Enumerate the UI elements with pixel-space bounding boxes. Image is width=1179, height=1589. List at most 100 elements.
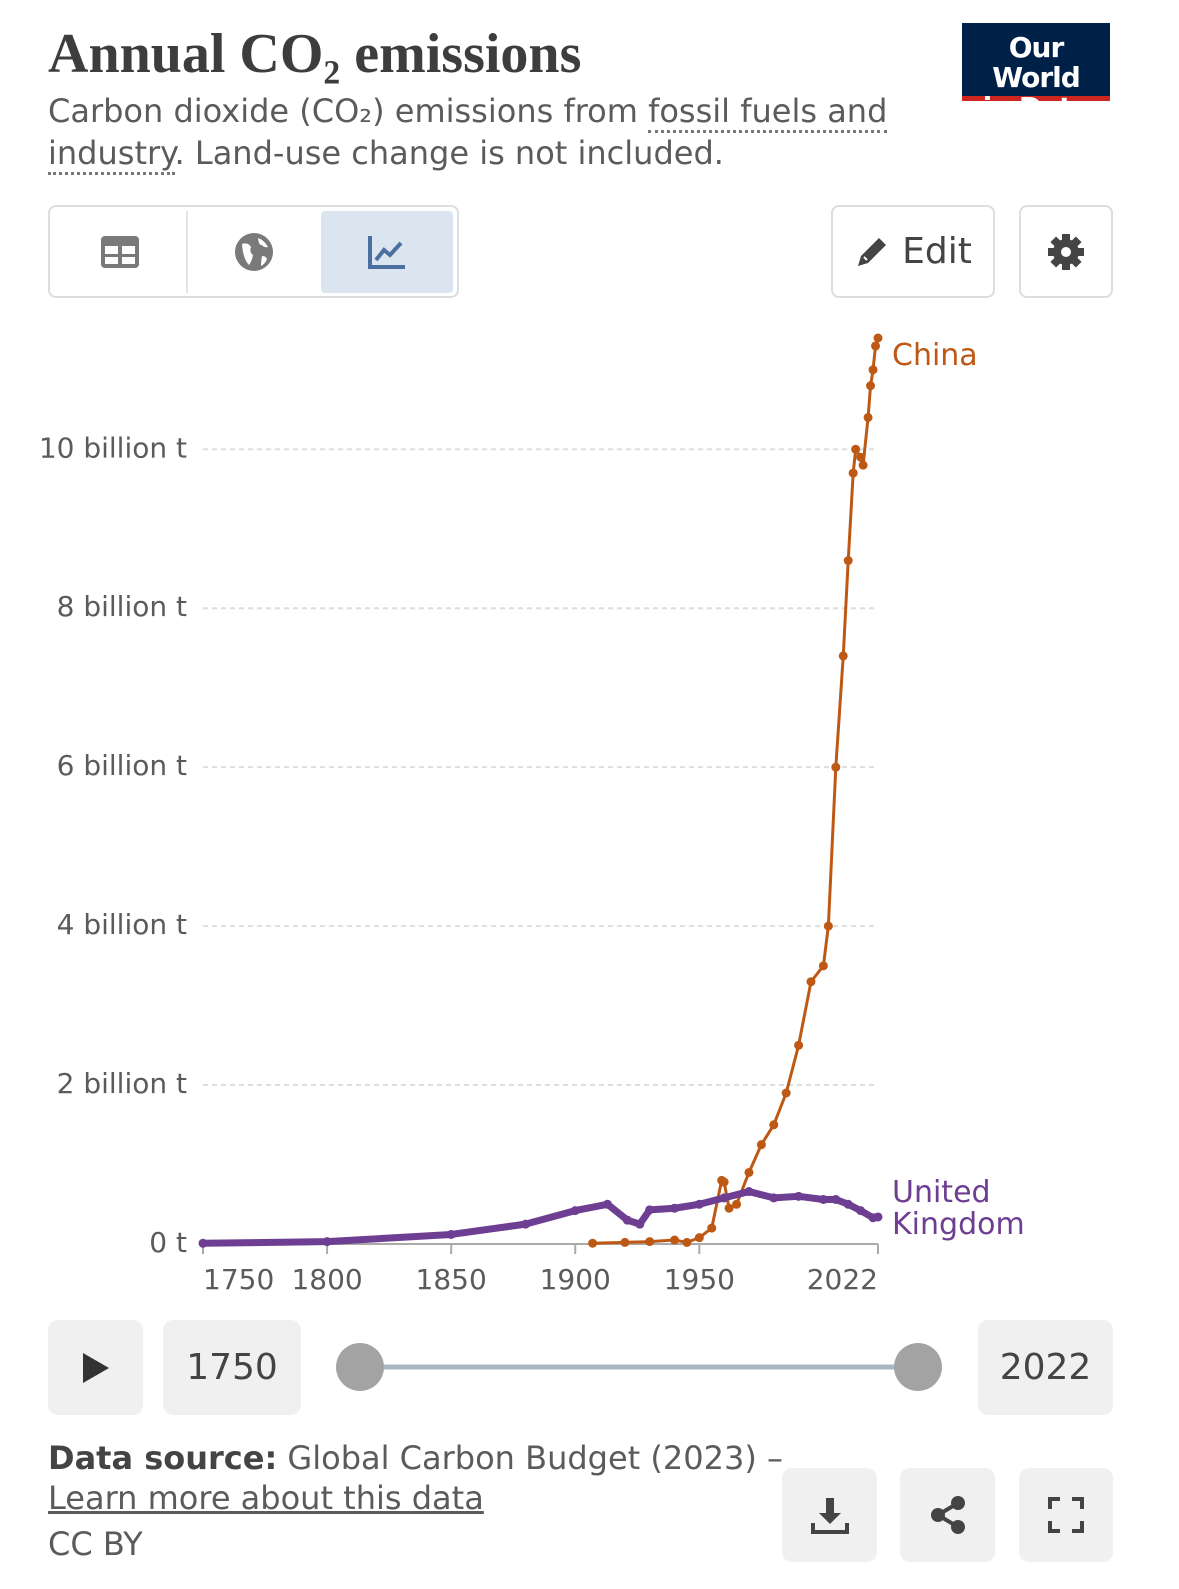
data-point <box>744 1187 754 1197</box>
source-label: Data source: <box>48 1439 278 1477</box>
y-tick-label: 4 billion t <box>57 908 187 941</box>
data-point <box>856 1206 866 1216</box>
data-point <box>670 1235 680 1245</box>
share-button[interactable] <box>900 1468 995 1562</box>
data-point <box>863 412 873 422</box>
data-point <box>781 1088 791 1098</box>
settings-button[interactable] <box>1019 205 1113 298</box>
data-point <box>858 460 868 470</box>
learn-more-link[interactable]: Learn more about this data <box>48 1479 484 1517</box>
data-point <box>322 1237 332 1247</box>
fullscreen-button[interactable] <box>1019 1468 1113 1562</box>
data-point <box>831 762 841 772</box>
data-point <box>521 1219 531 1229</box>
chart: 0 t 2 billion t 4 billion t 6 billion t 8 bi… <box>39 333 883 1296</box>
series-line <box>592 337 880 1245</box>
data-point <box>744 1167 754 1177</box>
data-point <box>818 1194 828 1204</box>
play-icon <box>82 1352 109 1383</box>
data-point <box>873 1212 883 1222</box>
chart-tab[interactable] <box>320 210 453 293</box>
subtitle-text: . Land-use change is not included. <box>174 134 724 172</box>
data-point <box>843 1199 853 1209</box>
edit-button[interactable]: Edit <box>831 205 995 298</box>
end-year-label: 2022 <box>999 1347 1092 1388</box>
table-tab[interactable] <box>54 210 189 293</box>
data-point <box>838 651 848 661</box>
map-tab[interactable] <box>188 211 320 293</box>
data-point <box>446 1229 456 1239</box>
data-point <box>823 921 833 931</box>
x-tick-label: 1950 <box>664 1263 735 1296</box>
data-point <box>670 1203 680 1213</box>
x-tick-label: 1800 <box>291 1263 362 1296</box>
title: Annual CO₂ emissions <box>48 23 582 85</box>
start-year-label: 1750 <box>186 1347 278 1388</box>
data-point <box>868 365 878 375</box>
data-point <box>707 1223 717 1233</box>
subtitle-text: Carbon dioxide (CO₂) emissions from <box>48 92 649 130</box>
data-point <box>682 1237 692 1247</box>
logo-line: Our World <box>992 31 1081 94</box>
data-point <box>724 1203 734 1213</box>
tab-group <box>48 205 459 298</box>
slider-handle[interactable] <box>336 1343 384 1391</box>
play-button[interactable] <box>48 1320 143 1415</box>
share-icon <box>930 1496 965 1534</box>
edit-label: Edit <box>902 231 972 272</box>
timeline-slider[interactable] <box>330 1335 950 1399</box>
x-tick-label: 1900 <box>540 1263 611 1296</box>
y-tick-label: 6 billion t <box>57 749 187 782</box>
y-tick-label: 8 billion t <box>57 590 187 623</box>
license: CC BY <box>48 1525 143 1563</box>
data-point <box>198 1238 208 1248</box>
data-point <box>719 1177 729 1187</box>
data-point <box>635 1219 645 1229</box>
table-icon <box>101 235 140 268</box>
gear-icon <box>1048 233 1084 270</box>
data-point <box>848 468 858 478</box>
pencil-icon <box>858 237 887 266</box>
data-point <box>694 1233 704 1243</box>
globe-icon <box>235 232 274 271</box>
data-point <box>588 1238 598 1248</box>
start-year[interactable]: 1750 <box>163 1320 301 1415</box>
y-tick-label: 0 t <box>149 1226 187 1259</box>
footer: Data source: Global Carbon Budget (2023)… <box>48 1438 783 1564</box>
download-icon <box>810 1498 849 1534</box>
series-label: United Kingdom <box>892 1174 1025 1242</box>
data-point <box>856 452 866 462</box>
data-point <box>769 1193 779 1203</box>
data-point <box>794 1040 804 1050</box>
data-point <box>719 1193 729 1203</box>
logo[interactable]: Our World in Data <box>962 23 1110 123</box>
data-point <box>873 333 883 343</box>
data-point <box>645 1237 655 1247</box>
data-point <box>843 556 853 566</box>
data-point <box>622 1215 632 1225</box>
logo-line: in Data <box>982 91 1091 124</box>
data-point <box>866 381 876 391</box>
chart-icon <box>367 235 405 269</box>
x-tick-label: 1750 <box>203 1263 274 1296</box>
data-point <box>732 1199 742 1209</box>
data-point <box>645 1205 655 1215</box>
end-year[interactable]: 2022 <box>978 1320 1113 1415</box>
y-tick-label: 10 billion t <box>39 431 187 464</box>
data-point <box>871 341 881 351</box>
data-point <box>851 444 861 454</box>
subtitle: Carbon dioxide (CO₂) emissions from foss… <box>48 90 898 175</box>
data-point <box>603 1199 613 1209</box>
x-tick-label: 2022 <box>807 1263 878 1296</box>
x-tick-label: 1850 <box>416 1263 487 1296</box>
data-point <box>794 1191 804 1201</box>
source: Global Carbon Budget (2023) – <box>277 1439 783 1477</box>
subtitle-link[interactable]: fossil fuels and industry <box>48 92 888 175</box>
data-point <box>570 1206 580 1216</box>
download-button[interactable] <box>782 1468 877 1562</box>
y-tick-label: 2 billion t <box>57 1067 187 1100</box>
source-line: Data source: Global Carbon Budget (2023)… <box>48 1438 783 1478</box>
data-point <box>818 961 828 971</box>
slider-handle[interactable] <box>894 1343 942 1391</box>
